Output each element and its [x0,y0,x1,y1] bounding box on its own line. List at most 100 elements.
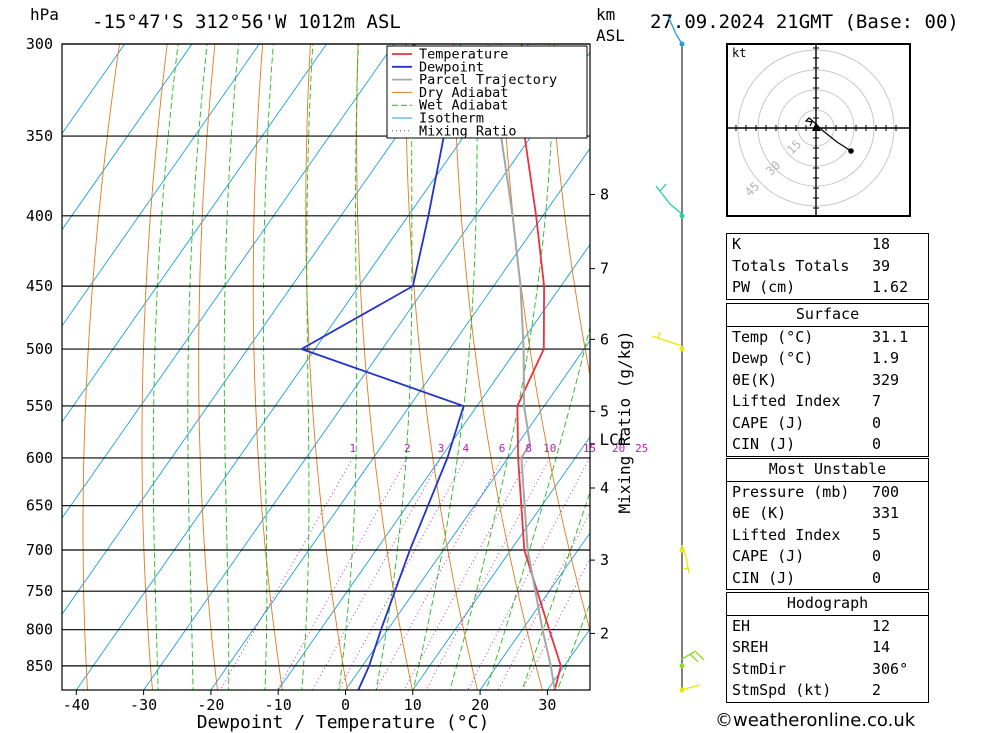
mixing-ratio-line [276,457,408,690]
pressure-axis: 300 350 400 450 500 550 600 650 700 750 800 850 [26,35,53,675]
hodograph-end-dot [848,148,854,154]
pressure-tick-label: 450 [26,277,53,295]
hodo-row: EH 12 [732,616,891,635]
series-line-parcel-trajectory [487,44,556,690]
pressure-tick-label: 300 [26,35,53,53]
isotherm-line [62,44,462,616]
legend-label: Temperature [419,47,508,63]
wind-level-dot [679,547,685,553]
pressure-tick-label: 700 [26,541,53,559]
height-tick-label: 8 [600,186,609,204]
mu-row: Pressure (mb) 700 [732,482,900,501]
mu-row: CIN (J) 0 [732,568,882,587]
x-tick-label: -40 [63,696,90,714]
mixing-ratio-label: 25 [635,442,648,455]
index-row-pw: PW (cm) 1.62 [732,278,909,296]
hodo-row: StmDir 306° [732,659,909,678]
mixing-ratio-label: 2 [404,442,411,455]
isotherm-line [345,339,590,690]
wind-barb [651,331,683,347]
surface-row: Temp (°C) 31.1 [732,327,909,346]
dry-adiabat-line [978,44,1000,693]
dry-adiabat-line [141,44,168,690]
wet-adiabat-line [301,44,314,690]
km-label: km [596,5,615,24]
lcl-label: LCL [600,430,629,449]
isotherm-line [62,44,327,423]
isotherm-line [210,147,590,690]
isotherm-line [62,44,193,231]
wet-adiabat-line [485,324,590,690]
dry-adiabat-line [82,44,120,690]
surface-row: θE(K) 329 [732,370,900,389]
mixing-ratio-line [311,457,442,690]
isotherm-line [75,44,529,690]
wet-adiabat-line [412,44,479,690]
height-tick-label: 2 [600,624,609,642]
series-line-temperature [516,44,562,690]
mu-row: Lifted Index 5 [732,525,882,544]
x-axis-label: Dewpoint / Temperature (°C) [197,712,490,733]
x-tick-label: 10 [404,696,422,714]
legend-label: Isotherm [419,111,484,127]
height-tick-label: 5 [600,402,609,420]
x-tick-label: 30 [538,696,556,714]
dry-adiabat-line [931,44,1000,693]
height-axis: 2 3 4 5 6 7 8 [590,186,609,642]
plot-frame [61,43,591,691]
mixing-ratio-line [337,457,467,690]
mixing-ratio-axis-label: Mixing Ratio (g/kg) [615,330,634,513]
pressure-tick-label: 550 [26,397,53,415]
wet-adiabat-line [187,44,208,690]
wind-level-dot [679,663,685,669]
mu-row: θE (K) 331 [732,504,900,522]
pressure-tick-label: 500 [26,340,53,358]
hodograph-trace [804,117,852,152]
hodograph-table: Hodograph EH 12 SREH 14 StmDir 306° StmSpd … [726,592,929,703]
dry-adiabat-line [198,44,218,690]
mixing-ratio-label: 1 [349,442,356,455]
hodo-row: StmSpd (kt) 2 [732,681,882,699]
pressure-tick-label: 750 [26,582,53,600]
copyright-link[interactable]: ©weatheronline.co.uk [715,710,916,731]
wind-level-dot [679,687,685,693]
x-tick-label: -10 [265,696,292,714]
height-tick-label: 3 [600,551,609,569]
mu-row: CAPE (J) 0 [732,547,882,565]
legend-label: Dewpoint [419,59,484,75]
surface-row: CIN (J) 0 [732,435,882,453]
height-tick-label: 4 [600,479,609,497]
wind-level-dot [679,41,685,47]
most-unstable-table: Most Unstable Pressure (mb) 700 θE (K) 331… [726,458,929,590]
surface-row: CAPE (J) 0 [732,413,882,432]
wet-adiabat-line [223,44,239,690]
dry-adiabat-line [500,44,590,632]
profiles [299,44,562,690]
pressure-tick-label: 350 [26,127,53,145]
pressure-tick-label: 400 [26,207,53,225]
isotherm-line [479,532,590,690]
mixing-ratio-line [467,457,590,690]
wet-adiabat-line [556,602,590,690]
mixing-ratio-line [219,457,354,690]
wind-barb [667,15,683,45]
hodograph-unit-label: kt [732,46,746,60]
storm-motion-marker [812,122,821,131]
x-tick-label: 0 [341,696,350,714]
isotherm-line [62,44,395,519]
isotherm-line [277,243,590,690]
hpa-label: hPa [30,5,59,24]
dry-adiabat-line [252,44,283,690]
legend-label: Dry Adiabat [419,85,508,101]
mixing-ratio-line [403,457,530,690]
wet-adiabat-line [449,44,556,690]
wind-barb [681,684,701,691]
hodograph-title: Hodograph [727,593,928,616]
surface-table: Surface Temp (°C) 31.1 Dewp (°C) 1.9 θE(K)… [726,303,929,457]
mixing-ratio-label: 10 [543,442,556,455]
index-row-totals: Totals Totals 39 [732,256,891,275]
